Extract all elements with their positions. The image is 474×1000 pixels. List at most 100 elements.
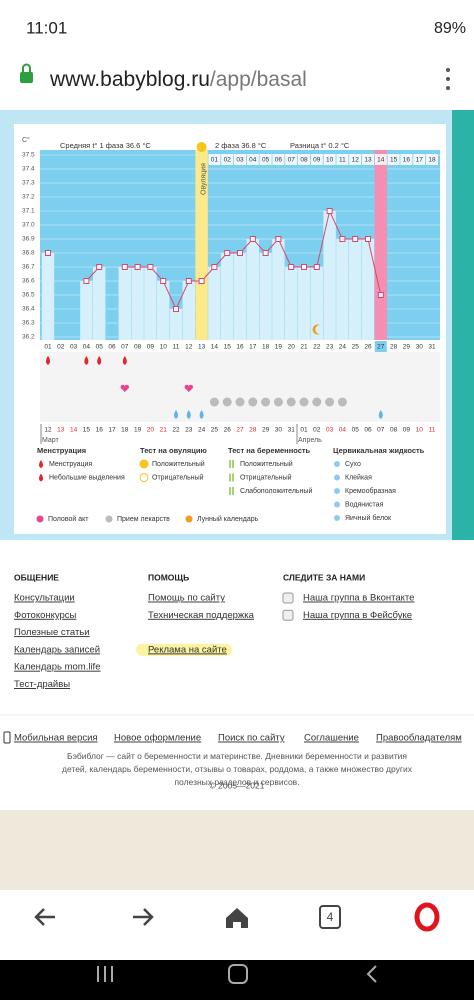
legend-icon: [39, 473, 43, 482]
phase2-cell: [246, 154, 259, 165]
battery: 89%: [434, 20, 466, 37]
footer-link[interactable]: Полезные статьи: [14, 627, 90, 638]
phase2-cell: [387, 154, 400, 165]
opera-button[interactable]: [414, 902, 440, 932]
home-button[interactable]: [226, 908, 248, 928]
footer-heading: ПОМОЩЬ: [148, 572, 189, 582]
cycle-day: 22: [313, 344, 321, 351]
tab-count: 4: [327, 910, 334, 924]
pill-icon: [337, 397, 347, 407]
marked-column: [374, 150, 387, 340]
lock-icon: [20, 72, 33, 83]
about-line: Бэбиблог — сайт о беременности и материн…: [67, 751, 407, 761]
legend-item: Небольшие выделения: [49, 473, 125, 481]
fluid-icon: [186, 410, 191, 419]
date: 24: [198, 427, 206, 434]
footer-link[interactable]: Календарь mom.life: [14, 662, 100, 673]
footer-link[interactable]: Мобильная версия: [14, 733, 98, 744]
tabs-button[interactable]: [319, 905, 341, 929]
footer-link[interactable]: Реклама на сайте: [148, 644, 227, 655]
about: Бэбиблог — сайт о беременности и материн…: [62, 751, 413, 787]
footer-link[interactable]: Правообладателям: [376, 733, 462, 744]
phase2-day: 08: [300, 157, 308, 164]
date: 31: [288, 427, 296, 434]
temp-bar: [182, 281, 195, 340]
pill-icon: [299, 397, 309, 407]
y-tick-label: 37.3: [22, 180, 35, 187]
social-icon: [282, 609, 294, 621]
temp-bar: [310, 267, 323, 340]
events-bg: [40, 352, 440, 422]
cycle-day: 28: [390, 344, 398, 351]
temp-point: [249, 236, 256, 242]
footer-link[interactable]: Новое оформление: [114, 733, 201, 744]
temp-point: [121, 264, 128, 270]
footer-link[interactable]: Фотоконкурсы: [14, 610, 77, 621]
back-button[interactable]: [34, 908, 55, 926]
legend-icon: [105, 515, 113, 523]
temp-bar: [144, 267, 157, 340]
temp-bar: [221, 253, 234, 340]
phase2-day: 04: [249, 157, 257, 164]
y-tick-label: 36.7: [22, 264, 35, 271]
cycle-day: 12: [185, 344, 193, 351]
footer-link[interactable]: Техническая поддержка: [148, 610, 255, 621]
temp-point: [173, 306, 179, 312]
footer-link[interactable]: Поиск по сайту: [218, 733, 285, 744]
temp-bar: [285, 267, 298, 340]
url-host: www.babyblog.ru: [49, 68, 210, 91]
footer-link[interactable]: Помощь по сайту: [148, 593, 225, 604]
lock-shackle: [22, 63, 31, 72]
cycle-day: 19: [275, 344, 283, 351]
temp-point: [365, 236, 371, 242]
legend-icon: [185, 515, 193, 523]
phase1-avg: Средняя t° 1 фаза 36.6 °C: [60, 141, 151, 150]
url[interactable]: www.babyblog.ru/app/basal: [49, 68, 307, 91]
phase2-day: 10: [326, 157, 334, 164]
legend-icon: [334, 501, 340, 508]
phase2-day: 06: [275, 157, 283, 164]
cycle-day: 03: [70, 344, 78, 351]
footer-link[interactable]: Соглашение: [304, 733, 359, 744]
date: 19: [134, 427, 142, 434]
footer-link[interactable]: Календарь записей: [14, 644, 100, 655]
about-line: детей, календарь беременности, отзывы о …: [62, 764, 413, 774]
phase2-cell: [400, 154, 413, 165]
cycle-day: 26: [364, 344, 372, 351]
phase2-cell: [374, 154, 387, 165]
date: 21: [160, 427, 168, 434]
cycle-day: 10: [160, 344, 168, 351]
y-tick-label: 37.5: [22, 152, 35, 159]
phase2-day: 01: [211, 157, 219, 164]
phase2-cell: [336, 154, 349, 165]
date: 03: [326, 427, 334, 434]
cycle-day: 30: [416, 344, 424, 351]
cycle-day: 07: [121, 344, 129, 351]
pattern: [0, 810, 474, 890]
temp-point: [45, 250, 51, 256]
footer: [0, 545, 474, 810]
phase2-day: 16: [403, 157, 411, 164]
cycle-day: 04: [83, 344, 91, 351]
temp-bar: [349, 239, 362, 340]
cycle-day: 18: [262, 344, 270, 351]
mobile-icon: [3, 731, 11, 744]
phase2-day: 07: [288, 157, 296, 164]
y-tick-label: 36.2: [22, 334, 35, 341]
phase2-cell: [285, 154, 298, 165]
forward-button[interactable]: [133, 908, 154, 926]
footer-link[interactable]: Тест-драйвы: [14, 679, 70, 690]
y-tick-label: 36.6: [22, 278, 35, 285]
legend-item: Яичный белок: [345, 514, 392, 522]
phase2-cell: [413, 154, 426, 165]
footer-link[interactable]: Наша группа в Фейсбуке: [303, 610, 412, 621]
phase2-cell: [298, 154, 310, 165]
legend-item: Кремообразная: [345, 487, 396, 495]
date: 15: [83, 427, 91, 434]
phase2-day: 09: [313, 157, 321, 164]
legend-icon: [229, 473, 234, 482]
footer-link[interactable]: Наша группа в Вконтакте: [303, 593, 414, 604]
footer-link[interactable]: Консультации: [14, 593, 75, 604]
temp-point: [185, 278, 192, 284]
menu-icon[interactable]: [446, 68, 450, 90]
